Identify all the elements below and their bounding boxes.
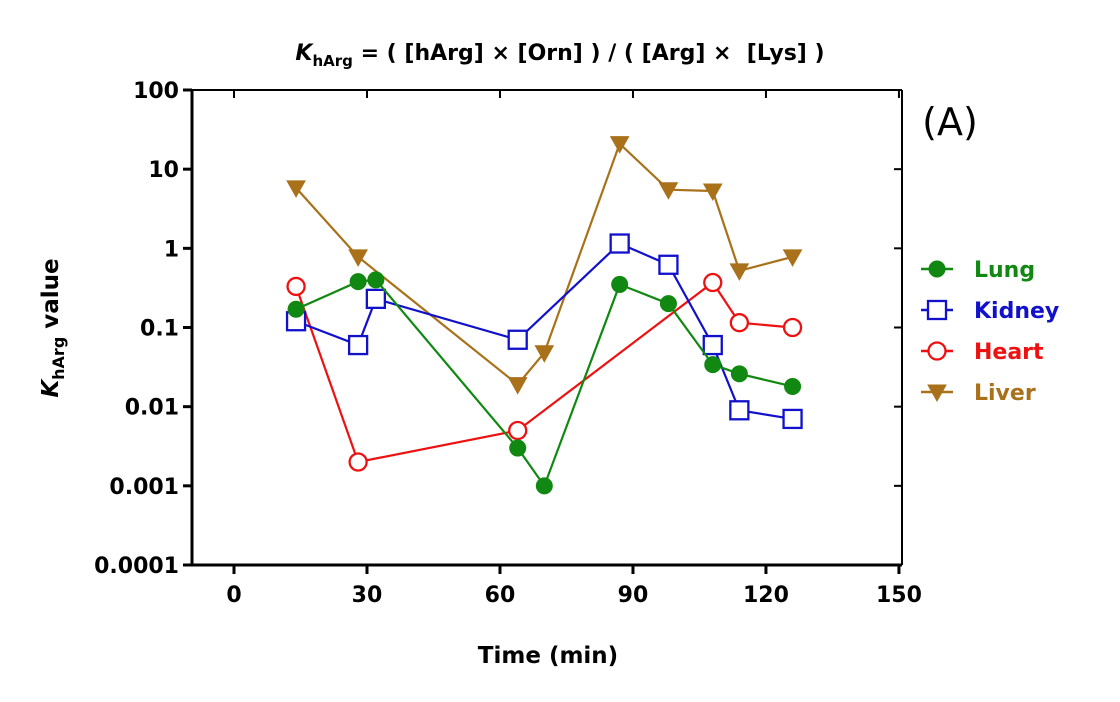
data-point <box>659 295 677 313</box>
series-heart <box>286 272 803 472</box>
data-point <box>611 275 629 293</box>
x-tick-label: 0 <box>226 583 241 608</box>
x-tick-label: 60 <box>485 583 516 608</box>
y-tick-label: 0.001 <box>109 475 179 500</box>
chart-title-subscript: hArg <box>312 52 352 70</box>
series-lung <box>287 271 802 495</box>
series-kidney <box>285 233 803 430</box>
y-axis-label-rest: value <box>38 258 64 336</box>
legend-label: Liver <box>974 381 1036 406</box>
data-point <box>730 365 748 383</box>
y-tick-label: 0.0001 <box>94 554 179 579</box>
data-point <box>729 313 750 333</box>
series-line <box>295 280 793 464</box>
data-point <box>347 334 369 356</box>
data-point <box>729 263 750 281</box>
y-tick-label: 0.01 <box>125 396 179 421</box>
series-liver <box>286 136 803 395</box>
series-layer <box>285 136 803 495</box>
data-point <box>702 183 723 202</box>
data-point <box>348 452 368 472</box>
legend-label: Lung <box>974 258 1035 283</box>
x-axis-label: Time (min) <box>478 643 618 669</box>
data-point <box>507 377 528 395</box>
legend-item-lung: Lung <box>921 258 1035 283</box>
legend-item-heart: Heart <box>921 340 1044 365</box>
data-point <box>508 420 528 441</box>
series-line <box>295 278 793 489</box>
legend-item-kidney: Kidney <box>921 299 1059 324</box>
data-point <box>287 300 305 318</box>
legend-label: Heart <box>974 340 1044 365</box>
data-point <box>928 260 946 278</box>
y-tick-label: 100 <box>133 79 179 104</box>
data-point <box>367 271 385 289</box>
data-point <box>609 233 630 254</box>
data-point <box>782 317 803 338</box>
data-point <box>534 345 555 363</box>
data-point <box>365 288 387 310</box>
y-axis-label: KhArg value <box>38 258 68 397</box>
legend: Lung Kidney Heart Liver <box>921 258 1059 406</box>
data-point <box>703 272 723 293</box>
data-point <box>926 299 948 321</box>
y-tick-label: 0.1 <box>140 317 179 342</box>
y-tick-label: 10 <box>148 158 179 183</box>
data-point <box>609 136 630 154</box>
y-axis-label-subscript: hArg <box>49 337 68 380</box>
data-point <box>704 356 722 374</box>
data-point <box>658 254 679 275</box>
data-point <box>286 276 306 297</box>
data-point <box>286 180 306 198</box>
chart-title-k: K <box>295 41 314 66</box>
chart-title-rest: = ( [hArg] × [Orn] ) / ( [Arg] × [Lys] ) <box>353 41 825 66</box>
data-point <box>784 377 802 395</box>
axes: 0 30 60 90 120 150 100 10 1 0.1 0.01 0.001 0.0001 <box>94 79 922 608</box>
series-line <box>295 242 793 421</box>
data-point <box>535 477 553 495</box>
data-point <box>348 249 368 267</box>
x-tick-label: 150 <box>876 583 922 608</box>
y-axis-label-k: K <box>38 378 64 398</box>
panel-label: (A) <box>922 100 978 144</box>
data-point <box>927 384 947 403</box>
data-point <box>927 341 947 361</box>
data-point <box>507 329 528 350</box>
chart-title: KhArg = ( [hArg] × [Orn] ) / ( [Arg] × [… <box>295 41 824 70</box>
y-tick-label: 1 <box>164 237 179 262</box>
data-point <box>509 439 527 457</box>
data-point <box>702 334 723 356</box>
data-point <box>782 249 803 267</box>
x-tick-label: 90 <box>618 583 649 608</box>
data-point <box>658 182 679 200</box>
legend-item-liver: Liver <box>921 381 1036 406</box>
data-point <box>729 400 750 421</box>
legend-label: Kidney <box>974 299 1059 324</box>
data-point <box>349 273 367 291</box>
x-tick-label: 120 <box>743 583 789 608</box>
x-tick-label: 30 <box>352 583 383 608</box>
data-point <box>782 408 803 430</box>
